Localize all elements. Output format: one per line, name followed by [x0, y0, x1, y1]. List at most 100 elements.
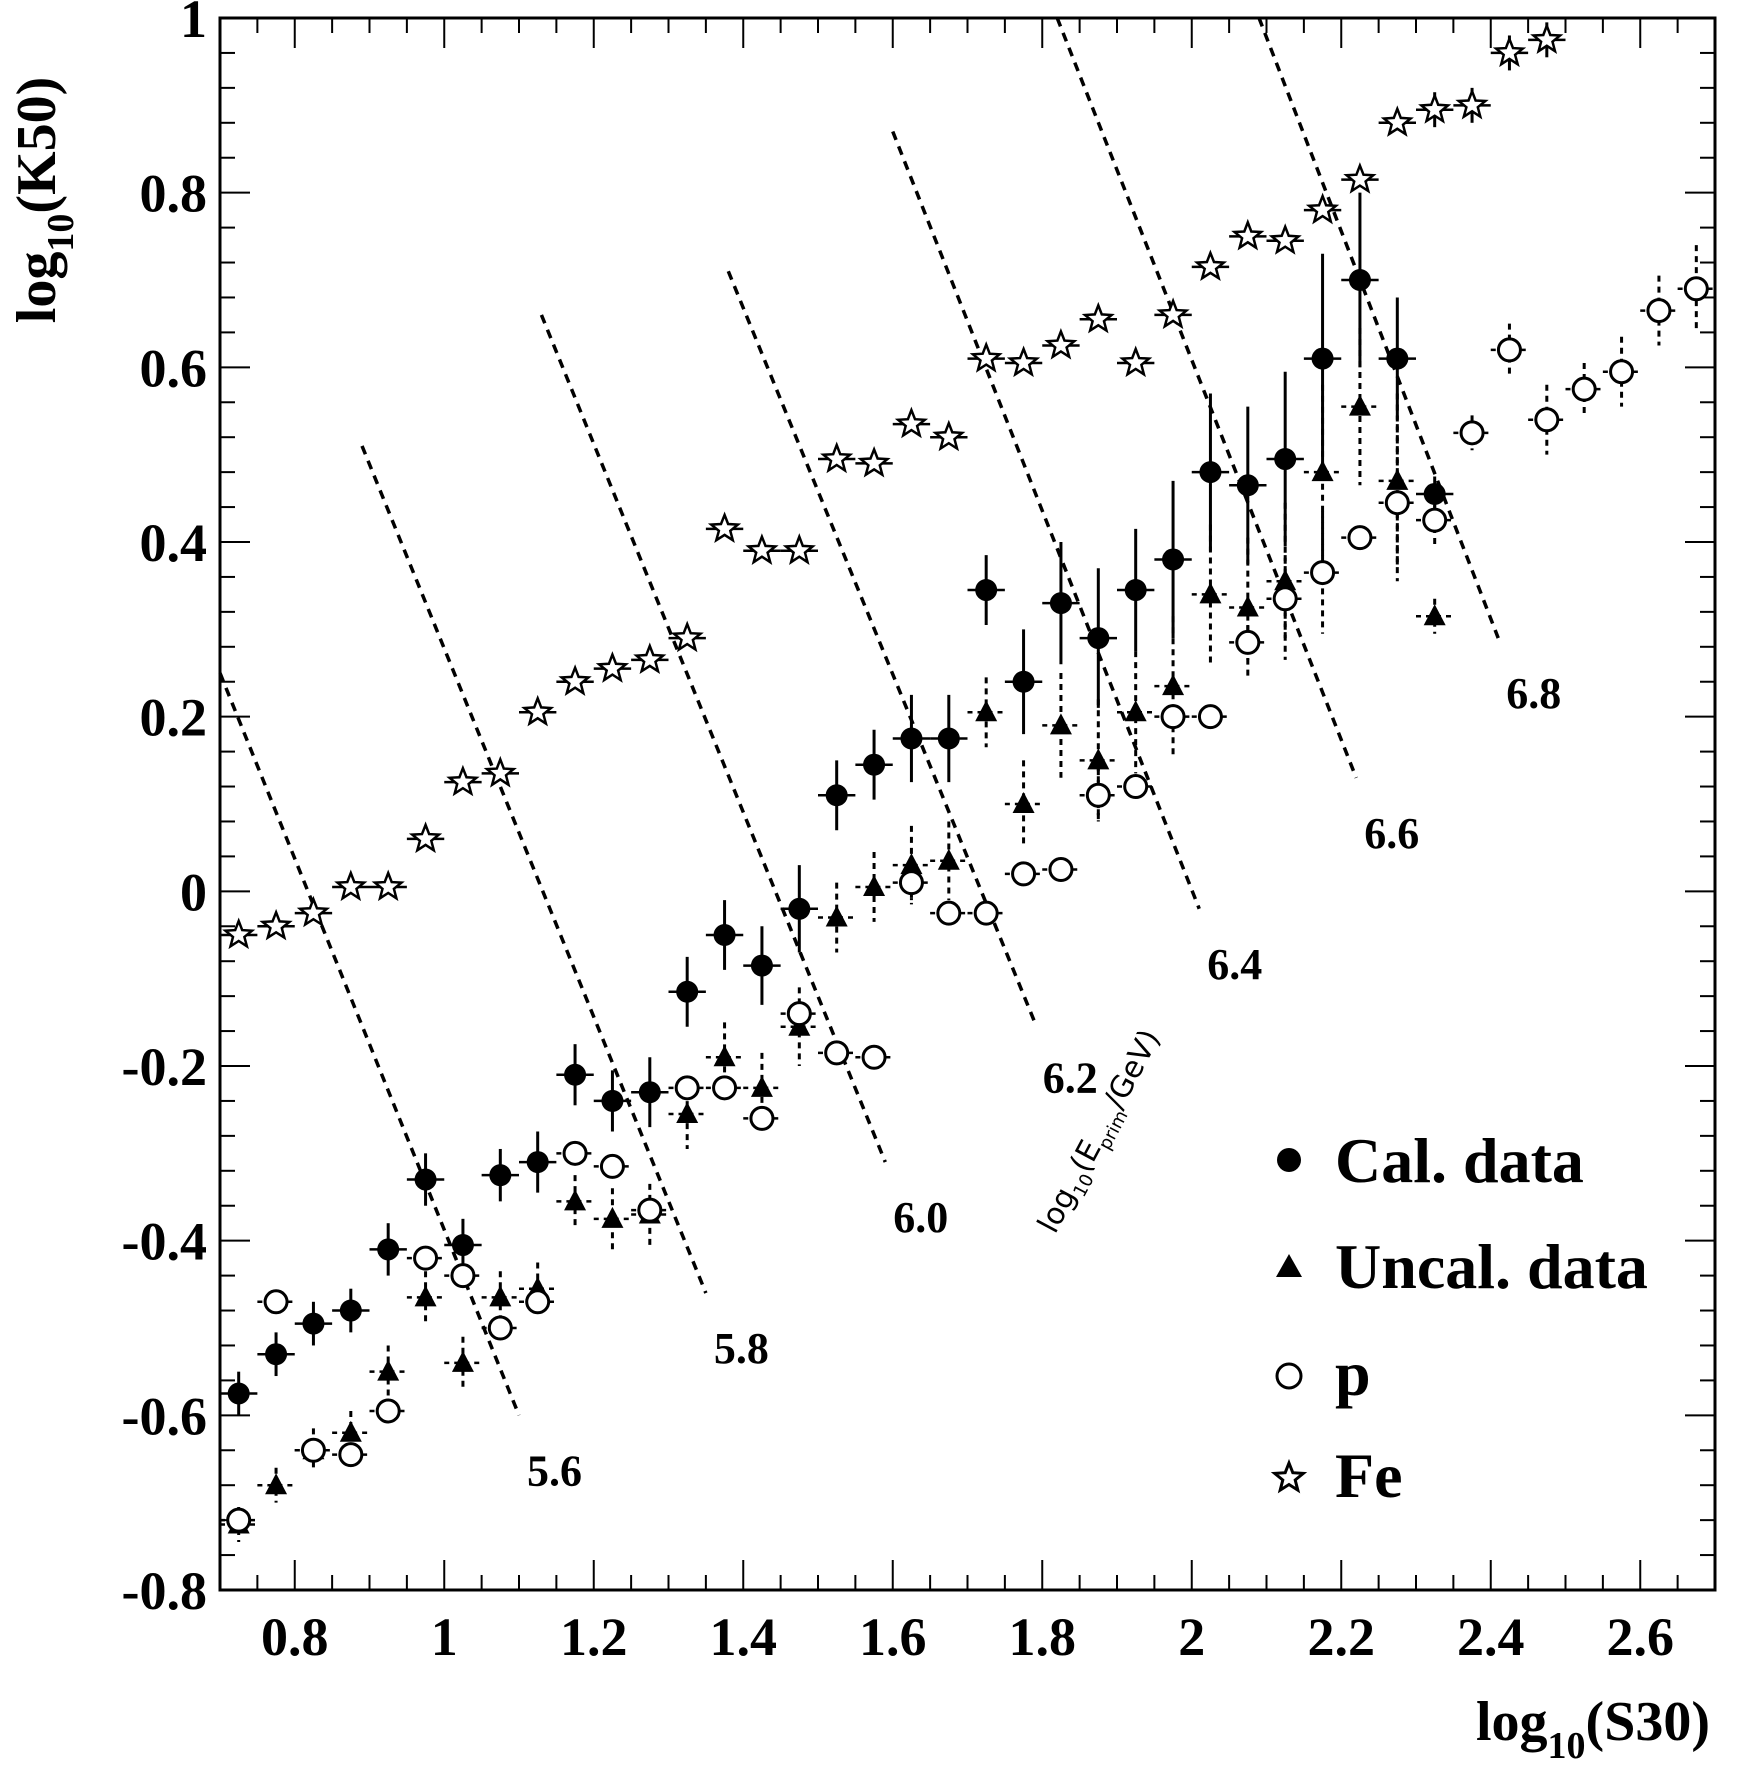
cal-data-marker — [1348, 269, 1371, 291]
iron-marker — [446, 764, 480, 797]
cal-data-marker — [302, 1312, 325, 1335]
cal-data-marker — [489, 1164, 512, 1187]
proton-marker — [599, 1153, 625, 1179]
data-point — [855, 445, 893, 478]
data-point — [1266, 223, 1304, 255]
data-point — [1154, 297, 1192, 330]
cal-data-marker — [863, 753, 886, 776]
y-tick-label: 0.6 — [140, 338, 208, 398]
data-point — [1341, 328, 1379, 486]
uncal-data-marker — [265, 1473, 288, 1495]
energy-label-6-0: 6.0 — [893, 1193, 948, 1242]
y-tick-label: -0.4 — [122, 1212, 207, 1272]
data-point — [818, 760, 856, 831]
data-point — [1490, 323, 1529, 377]
cal-data-marker — [937, 727, 960, 750]
energy-line-5-6 — [218, 672, 521, 1416]
y-axis-title: log10(K50) — [6, 77, 82, 323]
proton-marker — [375, 1398, 401, 1424]
cal-data-marker — [1087, 627, 1110, 650]
iron-marker — [1305, 192, 1340, 225]
data-point — [1004, 629, 1043, 735]
data-point — [1117, 528, 1155, 652]
cal-data-marker — [451, 1234, 474, 1257]
data-point — [257, 1467, 295, 1503]
x-tick-label: 2.6 — [1607, 1607, 1675, 1667]
data-point — [1154, 704, 1192, 730]
legend-marker-cal-data — [1277, 1148, 1301, 1172]
iron-marker — [595, 651, 630, 683]
energy-axis-title-rest: /GeV) — [1097, 1024, 1167, 1115]
y-tick-label: -0.2 — [122, 1037, 207, 1097]
y-axis-title-rest: (K50) — [6, 77, 68, 214]
data-point — [220, 917, 258, 950]
y-tick-label: -0.6 — [122, 1386, 207, 1446]
series-uncal-data — [220, 328, 1454, 1542]
data-point — [556, 1140, 594, 1166]
energy-label-6-4: 6.4 — [1207, 940, 1262, 989]
data-point — [705, 900, 744, 970]
iron-marker — [969, 341, 1003, 373]
y-tick-label: -0.8 — [122, 1561, 207, 1621]
uncal-data-marker — [676, 1102, 699, 1124]
legend-label-p: p — [1335, 1338, 1371, 1409]
data-point — [1677, 245, 1715, 333]
data-point — [593, 1153, 632, 1179]
y-tick-label: 0.4 — [140, 513, 208, 573]
cal-data-marker — [601, 1089, 624, 1112]
data-point — [257, 908, 295, 941]
iron-marker — [334, 869, 368, 902]
proton-marker — [1534, 407, 1560, 433]
energy-lines: 5.6 5.8 6.0 6.2 6.4 6.6 6.8 — [218, 17, 1561, 1495]
proton-marker — [712, 1075, 738, 1101]
data-point — [1154, 480, 1192, 639]
data-point — [1341, 162, 1379, 194]
cal-data-marker — [414, 1168, 437, 1191]
data-point — [519, 1131, 557, 1193]
iron-marker — [1343, 162, 1377, 194]
x-tick-label: 2.4 — [1457, 1607, 1525, 1667]
proton-marker — [786, 1001, 812, 1027]
proton-marker — [1272, 586, 1298, 612]
iron-marker — [1156, 297, 1190, 330]
data-point — [1042, 857, 1080, 882]
legend-marker-uncal-data — [1276, 1254, 1302, 1277]
data-point — [257, 1289, 295, 1315]
proton-marker — [226, 1507, 252, 1533]
energy-line-6-8 — [1257, 17, 1500, 639]
legend-label-cal-data: Cal. data — [1335, 1125, 1584, 1196]
proton-marker — [525, 1289, 551, 1315]
data-point — [780, 987, 818, 1066]
uncal-data-marker — [1423, 604, 1446, 626]
data-point — [855, 1044, 893, 1070]
uncal-data-marker — [377, 1359, 400, 1381]
x-tick-label: 1.2 — [560, 1607, 628, 1667]
cal-data-marker — [713, 924, 736, 946]
x-axis-title-rest: (S30) — [1586, 1691, 1710, 1753]
energy-label-6-2: 6.2 — [1043, 1053, 1098, 1102]
iron-marker — [1006, 345, 1041, 378]
cal-data-marker — [1274, 448, 1297, 471]
legend-label-uncal-data: Uncal. data — [1335, 1231, 1648, 1302]
x-tick-label: 0.8 — [261, 1607, 329, 1667]
data-point — [1341, 192, 1379, 368]
iron-marker — [745, 533, 779, 565]
cal-data-marker — [526, 1151, 549, 1174]
cal-data-marker — [825, 784, 848, 807]
data-point — [1004, 760, 1043, 848]
data-point — [1191, 524, 1230, 665]
data-point — [332, 1288, 370, 1333]
x-axis-title-base: log — [1476, 1691, 1548, 1753]
data-point — [1191, 704, 1230, 730]
data-point — [631, 1197, 669, 1223]
energy-label-5-8: 5.8 — [714, 1324, 769, 1373]
data-point — [668, 956, 706, 1027]
data-point — [1154, 616, 1192, 756]
data-point — [444, 1336, 482, 1390]
data-point — [892, 694, 931, 783]
proton-marker — [861, 1044, 887, 1070]
data-point — [1042, 542, 1080, 665]
data-point — [743, 926, 781, 1005]
iron-marker — [1492, 35, 1527, 68]
energy-line-6-0 — [539, 314, 887, 1163]
